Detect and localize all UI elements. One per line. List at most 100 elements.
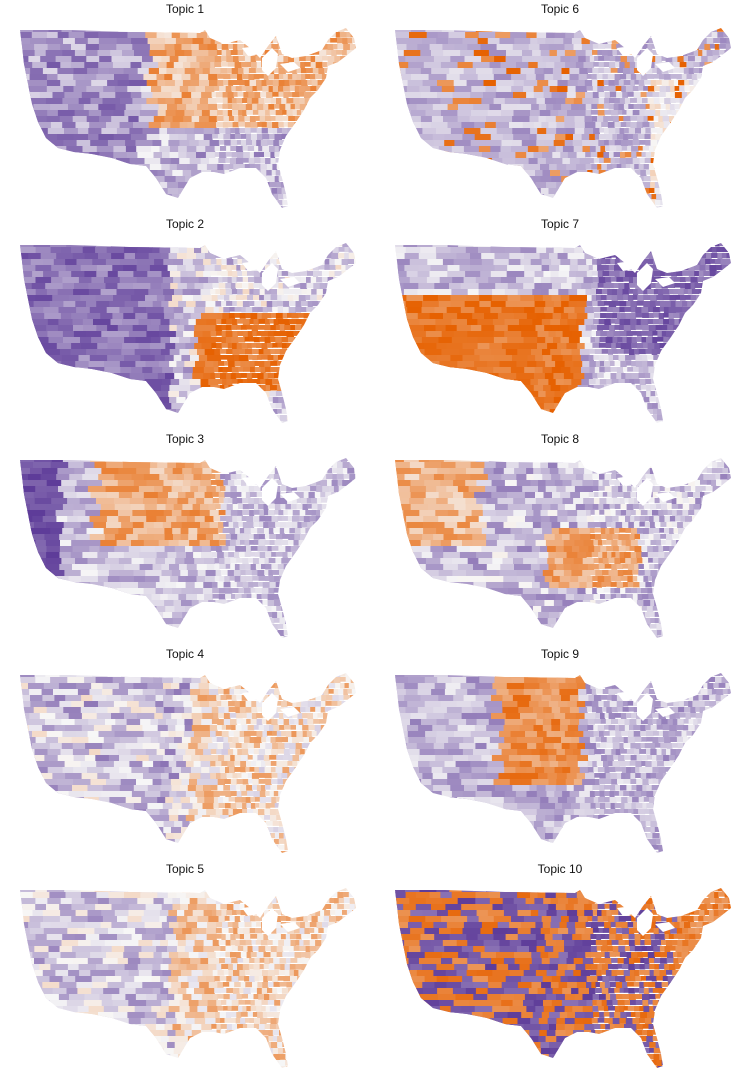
county-cell (355, 504, 356, 510)
county-cell (204, 558, 216, 566)
county-cell (194, 516, 206, 525)
county-cell (220, 373, 227, 380)
county-cell (231, 32, 239, 39)
county-cell (232, 737, 240, 744)
county-cell (215, 182, 221, 187)
county-cell (293, 331, 299, 336)
county-cell (251, 343, 257, 348)
county-cell (317, 606, 325, 613)
county-cell (261, 128, 269, 134)
county-cell (278, 176, 286, 182)
county-cell (256, 701, 264, 708)
county-cell (258, 779, 266, 784)
county-cell (184, 558, 195, 566)
county-cell (190, 522, 201, 532)
county-cell (185, 409, 198, 417)
county-cell (231, 265, 237, 270)
county-cell (312, 68, 319, 74)
county-cell (255, 458, 263, 461)
county-cell (231, 588, 240, 594)
county-cell (155, 588, 164, 596)
county-cell (284, 673, 291, 676)
county-cell (230, 74, 238, 79)
county-cell (80, 337, 92, 347)
county-cell (170, 576, 179, 584)
county-cell (256, 731, 264, 738)
county-cell (346, 504, 353, 510)
county-cell (233, 749, 238, 756)
county-cell (224, 683, 231, 689)
county-cell (167, 725, 176, 733)
county-cell (59, 564, 73, 575)
county-cell (204, 516, 215, 524)
county-cell (255, 116, 261, 121)
county-cell (108, 630, 127, 638)
county-cell (29, 391, 48, 402)
county-cell (212, 283, 220, 288)
county-cell (266, 243, 274, 247)
county-cell (299, 480, 306, 486)
county-cell (241, 409, 249, 415)
county-cell (285, 576, 292, 582)
county-cell (340, 516, 346, 522)
county-cell (79, 594, 97, 611)
county-cell (285, 468, 292, 473)
county-cell (177, 630, 190, 637)
county-cell (212, 606, 218, 612)
county-cell (319, 391, 327, 397)
county-cell (353, 385, 356, 392)
county-cell (360, 683, 366, 688)
county-cell (328, 28, 334, 31)
county-cell (358, 349, 364, 355)
county-cell (184, 361, 196, 369)
county-cell (219, 409, 225, 414)
county-cell (293, 391, 299, 398)
county-cell (239, 415, 246, 421)
county-cell (320, 152, 328, 157)
county-cell (246, 594, 253, 600)
county-cell (201, 707, 213, 715)
county-cell (282, 116, 289, 121)
county-cell (236, 624, 242, 630)
county-cell (300, 677, 307, 682)
county-cell (352, 337, 356, 342)
county-cell (341, 498, 347, 504)
county-cell (39, 713, 56, 725)
county-cell (195, 361, 206, 368)
county-cell (285, 140, 291, 146)
county-cell (315, 458, 321, 462)
county-cell (214, 564, 220, 571)
county-cell (342, 373, 349, 380)
county-cell (252, 355, 258, 361)
county-cell (340, 707, 346, 713)
county-cell (270, 349, 276, 355)
county-cell (164, 749, 177, 758)
county-cell (276, 164, 284, 170)
county-cell (196, 182, 207, 191)
county-cell (346, 779, 354, 786)
county-cell (172, 367, 184, 376)
county-cell (319, 458, 325, 462)
county-cell (224, 779, 232, 784)
county-cell (169, 325, 178, 334)
county-cell (31, 188, 45, 200)
county-cell (221, 624, 229, 631)
county-cell (129, 170, 141, 186)
county-cell (219, 128, 226, 134)
county-cell (321, 277, 329, 283)
county-cell (294, 122, 300, 128)
county-cell (267, 355, 274, 361)
county-cell (193, 295, 202, 303)
county-cell (322, 188, 329, 194)
county-cell (237, 391, 245, 398)
county-cell (321, 110, 329, 116)
county-cell (335, 767, 342, 774)
county-cell (285, 104, 292, 111)
county-cell (242, 110, 247, 116)
county-cell (163, 510, 173, 518)
county-cell (152, 247, 161, 255)
county-cell (34, 618, 51, 635)
county-cell (353, 755, 356, 761)
county-cell (117, 182, 132, 194)
county-cell (267, 343, 274, 348)
